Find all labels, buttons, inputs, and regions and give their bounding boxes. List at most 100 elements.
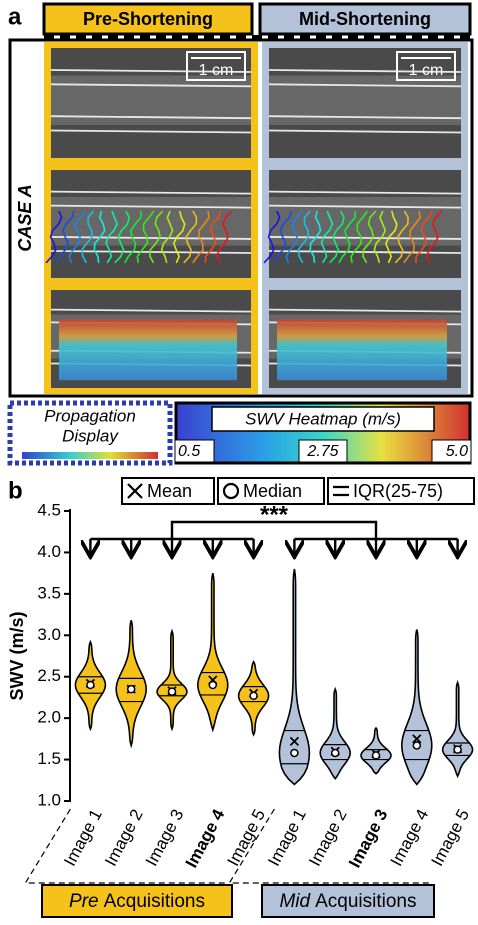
propagation-contour (172, 210, 186, 264)
y-tick-label: 1.5 (37, 749, 61, 768)
group-outline (24, 808, 229, 884)
violin (441, 679, 474, 779)
x-tick-label: Image 4 (387, 806, 433, 869)
median-marker (208, 680, 218, 690)
tissue-line (50, 308, 252, 313)
x-tick-label: Image 1 (60, 806, 106, 869)
propagation-contour (320, 210, 334, 264)
legend-text: Display (62, 426, 119, 445)
legend-mean-symbol (127, 483, 143, 499)
y-tick-label: 2.0 (37, 708, 61, 727)
tissue-line (50, 69, 252, 73)
tissue-line (268, 129, 462, 134)
group-label: Mid Acquisitions (279, 891, 416, 912)
legend-box (327, 477, 475, 505)
scale-bar-box (186, 51, 246, 81)
propagation-contour (362, 210, 377, 264)
panel-label: a (8, 3, 22, 30)
median-marker (86, 680, 95, 690)
x-tick-label: Image 3 (142, 806, 188, 869)
propagation-contour (350, 210, 369, 264)
median-marker (412, 741, 422, 750)
heatmap-tick-label: 2.75 (306, 443, 338, 460)
legend-label: Mean (147, 481, 192, 501)
median-marker (167, 687, 177, 696)
legend-box (121, 477, 215, 505)
median-marker (290, 748, 299, 758)
tissue-line (50, 204, 252, 209)
y-tick-label: 4.5 (37, 500, 61, 519)
median-marker (126, 684, 136, 694)
propagation-contour (93, 210, 106, 263)
x-tick-label: Image 5 (223, 806, 269, 869)
tissue-line (50, 115, 252, 120)
x-tick-label: Image 3 (345, 806, 391, 871)
heatmap-title: SWV Heatmap (m/s) (245, 409, 401, 428)
propagation-contour (204, 210, 223, 263)
bracket-top (170, 520, 378, 539)
heatmap-title-box (211, 406, 435, 432)
column-title: Mid-Shortening (299, 9, 431, 29)
tissue-line (268, 308, 462, 313)
legend-median-symbol (222, 482, 240, 500)
median-marker (330, 748, 340, 758)
heatmap-tick-box (431, 439, 472, 463)
propagation-contour (68, 210, 86, 264)
propagation-contour (45, 210, 63, 264)
heatmap-tick-box (298, 439, 348, 463)
tissue-line (50, 190, 252, 195)
propagation-contour (160, 210, 174, 264)
heatmap-tick-label: 5.0 (446, 443, 468, 460)
propagation-contour (415, 210, 433, 263)
x-tick-label: Image 5 (427, 806, 473, 869)
violin (319, 686, 351, 780)
propagation-contour (105, 210, 119, 264)
x-tick-label: Image 2 (305, 806, 351, 869)
group-label: Pre Acquisitions (69, 891, 205, 912)
median-marker (371, 751, 381, 760)
violin (115, 620, 148, 749)
propagation-contour (385, 210, 398, 264)
propagation-contour (426, 210, 443, 264)
mean-marker (289, 736, 300, 746)
propagation-contour (273, 210, 292, 264)
y-tick-label: 3.5 (37, 583, 61, 602)
scale-bar-box (396, 51, 456, 81)
y-tick-label: 2.5 (37, 666, 61, 685)
propagation-contour (56, 210, 75, 264)
propagation-contour (394, 210, 409, 264)
tissue-line (50, 236, 252, 240)
group-label-rest: Acquisitions (104, 891, 205, 912)
propagation-contour (403, 210, 421, 264)
mean-marker (412, 734, 422, 744)
swv-heatmap (59, 319, 237, 381)
legend-box (217, 477, 325, 505)
y-tick-label: 1.0 (37, 790, 61, 809)
propagation-contour (136, 210, 155, 264)
violin (400, 629, 433, 786)
y-tick-label: 4.0 (37, 542, 61, 561)
tissue-line (268, 83, 462, 88)
violin (156, 628, 188, 732)
tissue-line (268, 236, 462, 240)
tissue-line (268, 204, 462, 209)
tissue-line (268, 190, 462, 195)
group-label-rest: Acquisitions (315, 891, 416, 912)
tissue-line (268, 250, 462, 254)
propagation-contour (124, 211, 142, 264)
violin (360, 726, 392, 775)
ultrasound-images: 1 cm 1 cm (44, 42, 468, 394)
group-outline (228, 808, 433, 884)
legend-text: Propagation (44, 406, 136, 425)
column-header (42, 2, 254, 36)
heatmap-tick-label: 0.5 (178, 443, 200, 460)
tissue-line (50, 129, 252, 134)
propagation-contour (329, 210, 345, 264)
panel-label: b (8, 477, 23, 504)
median-marker (453, 745, 462, 754)
column-header (258, 2, 472, 36)
x-tick-label: Image 4 (182, 806, 229, 871)
x-tick-label: Image 2 (101, 806, 147, 869)
propagation-contour (192, 210, 210, 264)
